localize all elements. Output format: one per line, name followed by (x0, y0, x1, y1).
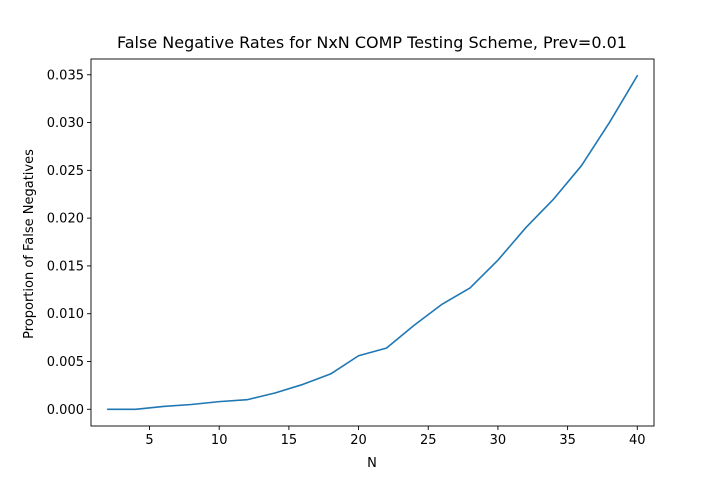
y-tick-label: 0.000 (47, 403, 84, 418)
y-axis-label: Proportion of False Negatives (22, 149, 37, 339)
y-tick-label: 0.035 (47, 68, 84, 83)
x-tick-label: 40 (629, 433, 646, 448)
y-tick-label: 0.030 (47, 116, 84, 131)
x-tick-label: 30 (490, 433, 507, 448)
y-tick-label: 0.025 (47, 164, 84, 179)
x-tick-label: 25 (420, 433, 437, 448)
series-line-0 (106, 74, 639, 411)
x-tick-label: 10 (211, 433, 228, 448)
y-tick-label: 0.015 (47, 259, 84, 274)
y-tick-label: 0.010 (47, 307, 84, 322)
plot-area: 5 10 15 20 25 30 35 40 0.000 0.005 0.010 0.015 0.020… (47, 58, 655, 448)
x-tick-label: 15 (281, 433, 298, 448)
x-tick-label: 35 (559, 433, 576, 448)
x-tick-label: 20 (350, 433, 367, 448)
x-tick-label: 5 (145, 433, 153, 448)
x-axis-label: N (367, 456, 377, 471)
y-tick-label: 0.020 (47, 212, 84, 227)
chart-title: False Negative Rates for NxN COMP Testin… (117, 33, 627, 52)
y-tick-label: 0.005 (47, 355, 84, 370)
axes-frame (90, 58, 655, 427)
